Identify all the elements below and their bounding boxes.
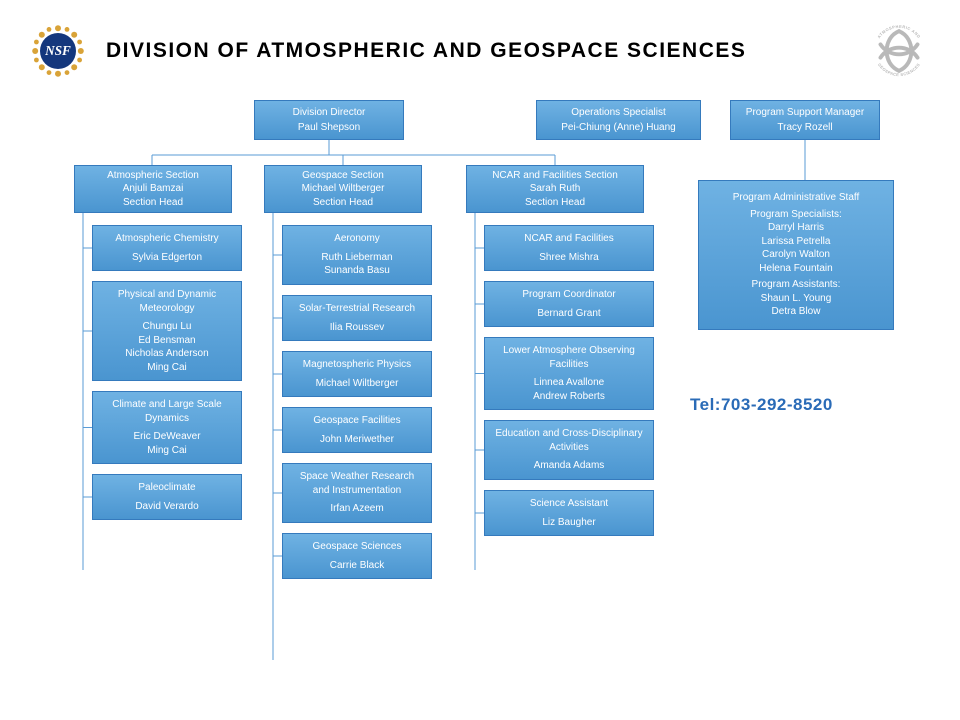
admin-spec-label: Program Specialists:	[707, 208, 885, 222]
child-title: Aeronomy	[291, 232, 423, 246]
child-title: Physical and Dynamic Meteorology	[101, 288, 233, 315]
admin-asst-label: Program Assistants:	[707, 278, 885, 292]
child-person: John Meriwether	[291, 433, 423, 447]
box-program-support-manager: Program Support Manager Tracy Rozell	[730, 100, 880, 140]
box-ncar-child: Lower Atmosphere Observing Facilities Lin…	[484, 337, 654, 410]
admin-spec-name: Helena Fountain	[707, 262, 885, 276]
section-title: Atmospheric Section	[83, 169, 223, 183]
section-head-label: Section Head	[475, 196, 635, 210]
box-geo-child: Geospace Facilities John Meriwether	[282, 407, 432, 453]
child-person: Shree Mishra	[493, 251, 645, 265]
section-title: NCAR and Facilities Section	[475, 169, 635, 183]
admin-asst-name: Detra Blow	[707, 305, 885, 319]
child-person: Liz Baugher	[493, 516, 645, 530]
box-atmos-child: Physical and Dynamic Meteorology Chungu L…	[92, 281, 242, 381]
child-person: Michael Wiltberger	[291, 377, 423, 391]
child-person: Bernard Grant	[493, 307, 645, 321]
child-person: Carrie Black	[291, 559, 423, 573]
child-person: Eric DeWeaver	[101, 430, 233, 444]
child-person: Nicholas Anderson	[101, 347, 233, 361]
admin-spec-name: Darryl Harris	[707, 221, 885, 235]
box-operations-specialist: Operations Specialist Pei-Chiung (Anne) …	[536, 100, 701, 140]
child-person: Andrew Roberts	[493, 390, 645, 404]
telephone: Tel:703-292-8520	[690, 395, 833, 415]
section-head-label: Section Head	[273, 196, 413, 210]
psm-name: Tracy Rozell	[739, 121, 871, 135]
child-person: Chungu Lu	[101, 320, 233, 334]
box-geo-child: Space Weather Research and Instrumentati…	[282, 463, 432, 523]
child-person: David Verardo	[101, 500, 233, 514]
admin-asst-name: Shaun L. Young	[707, 292, 885, 306]
admin-spec-name: Larissa Petrella	[707, 235, 885, 249]
box-atmos-child: Climate and Large Scale Dynamics Eric DeW…	[92, 391, 242, 464]
box-geo-child: Solar-Terrestrial Research Ilia Roussev	[282, 295, 432, 341]
box-section-geo: Geospace Section Michael Wiltberger Sect…	[264, 165, 422, 213]
section-head-name: Sarah Ruth	[475, 182, 635, 196]
child-title: Science Assistant	[493, 497, 645, 511]
child-person: Linnea Avallone	[493, 376, 645, 390]
box-ncar-child: NCAR and Facilities Shree Mishra	[484, 225, 654, 271]
admin-title: Program Administrative Staff	[707, 191, 885, 205]
child-person: Ed Bensman	[101, 334, 233, 348]
svg-text:NSF: NSF	[44, 43, 71, 58]
box-geo-child: Magnetospheric Physics Michael Wiltberger	[282, 351, 432, 397]
child-title: Magnetospheric Physics	[291, 358, 423, 372]
child-person: Sylvia Edgerton	[101, 251, 233, 265]
ops-title: Operations Specialist	[545, 106, 692, 120]
child-title: Atmospheric Chemistry	[101, 232, 233, 246]
child-title: Geospace Sciences	[291, 540, 423, 554]
ops-name: Pei-Chiung (Anne) Huang	[545, 121, 692, 135]
child-person: Ruth Lieberman	[291, 251, 423, 265]
nsf-logo: NSF	[28, 21, 88, 81]
box-atmos-child: Paleoclimate David Verardo	[92, 474, 242, 520]
child-title: NCAR and Facilities	[493, 232, 645, 246]
child-person: Amanda Adams	[493, 459, 645, 473]
psm-title: Program Support Manager	[739, 106, 871, 120]
section-head-name: Anjuli Bamzai	[83, 182, 223, 196]
child-title: Solar-Terrestrial Research	[291, 302, 423, 316]
child-title: Education and Cross-Disciplinary Activit…	[493, 427, 645, 454]
box-admin-staff: Program Administrative Staff Program Spe…	[698, 180, 894, 330]
box-section-atmos: Atmospheric Section Anjuli Bamzai Sectio…	[74, 165, 232, 213]
box-geo-child: Aeronomy Ruth LiebermanSunanda Basu	[282, 225, 432, 285]
child-title: Paleoclimate	[101, 481, 233, 495]
child-person: Ilia Roussev	[291, 321, 423, 335]
box-ncar-child: Education and Cross-Disciplinary Activit…	[484, 420, 654, 480]
child-person: Ming Cai	[101, 444, 233, 458]
admin-spec-name: Carolyn Walton	[707, 248, 885, 262]
child-person: Irfan Azeem	[291, 502, 423, 516]
box-director: Division Director Paul Shepson	[254, 100, 404, 140]
box-atmos-child: Atmospheric Chemistry Sylvia Edgerton	[92, 225, 242, 271]
page-title: DIVISION OF ATMOSPHERIC AND GEOSPACE SCI…	[106, 39, 848, 63]
child-title: Space Weather Research and Instrumentati…	[291, 470, 423, 497]
box-ncar-child: Program Coordinator Bernard Grant	[484, 281, 654, 327]
director-name: Paul Shepson	[263, 121, 395, 135]
child-title: Climate and Large Scale Dynamics	[101, 398, 233, 425]
ags-logo: ATMOSPHERIC AND GEOSPACE SCIENCES	[866, 18, 932, 84]
section-head-name: Michael Wiltberger	[273, 182, 413, 196]
box-ncar-child: Science Assistant Liz Baugher	[484, 490, 654, 536]
box-section-ncar: NCAR and Facilities Section Sarah Ruth S…	[466, 165, 644, 213]
section-title: Geospace Section	[273, 169, 413, 183]
box-geo-child: Geospace Sciences Carrie Black	[282, 533, 432, 579]
section-head-label: Section Head	[83, 196, 223, 210]
child-person: Ming Cai	[101, 361, 233, 375]
org-chart: Division Director Paul Shepson Operation…	[0, 90, 960, 710]
header: NSF DIVISION OF ATMOSPHERIC AND GEOSPACE…	[0, 0, 960, 90]
director-title: Division Director	[263, 106, 395, 120]
child-title: Geospace Facilities	[291, 414, 423, 428]
child-title: Lower Atmosphere Observing Facilities	[493, 344, 645, 371]
child-title: Program Coordinator	[493, 288, 645, 302]
child-person: Sunanda Basu	[291, 264, 423, 278]
